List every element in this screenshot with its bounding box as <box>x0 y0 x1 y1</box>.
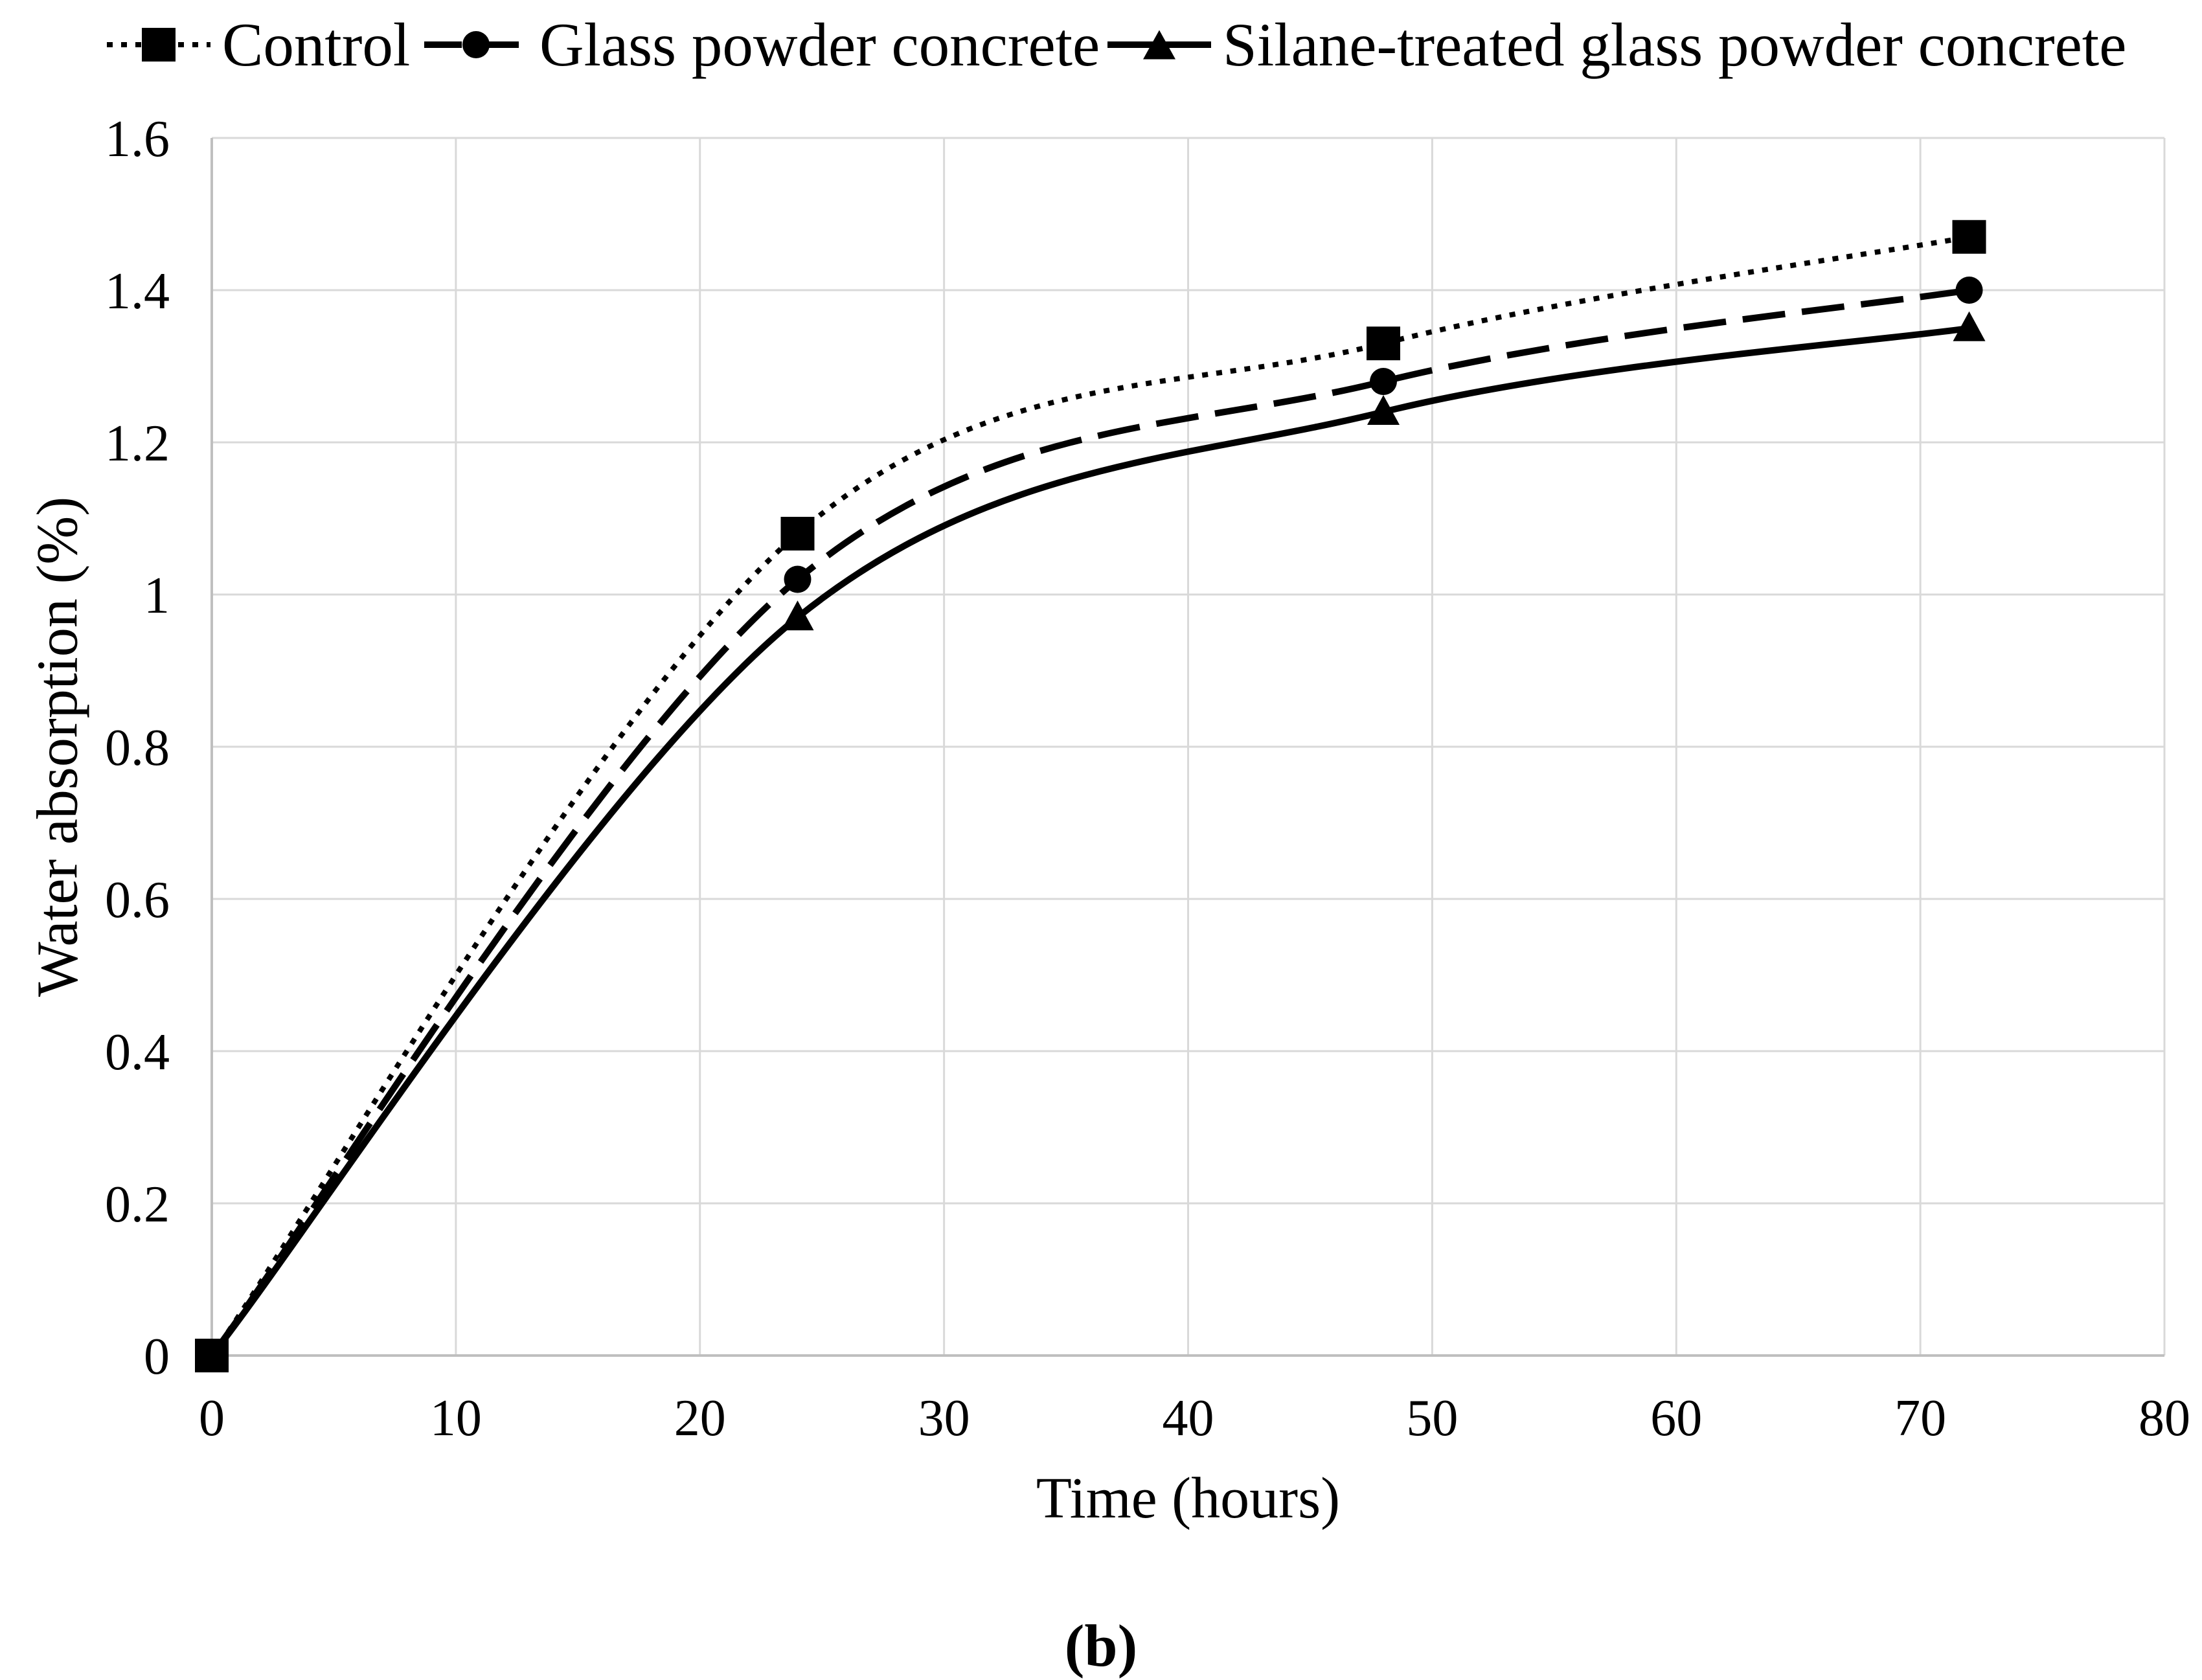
triangle-marker-48h <box>1367 395 1400 425</box>
series-lines-group <box>209 234 1970 1358</box>
y-tick-label-1: 1 <box>144 567 170 624</box>
y-tick-label-0.6: 0.6 <box>105 872 170 929</box>
x-tick-label-80: 80 <box>2139 1390 2190 1447</box>
x-tick-label-40: 40 <box>1163 1390 1214 1447</box>
circle-marker-24h <box>784 565 812 593</box>
square-marker-48h <box>1367 326 1400 361</box>
y-tick-label-1.6: 1.6 <box>105 111 170 168</box>
triangle-marker-24h <box>781 600 814 631</box>
legend-item-glass-powder-concrete: Glass powder concrete <box>424 3 1100 87</box>
triangle-marker-72h <box>1953 311 1986 341</box>
figure-caption: (b) <box>1064 1613 1138 1679</box>
series-markers-group <box>195 220 1986 1372</box>
series-line-solid <box>209 324 1970 1358</box>
x-axis-title: Time (hours) <box>1036 1466 1341 1530</box>
legend-item-silane-treated: Silane-treated glass powder concrete <box>1107 3 2126 87</box>
circle-marker-72h <box>1955 277 1983 304</box>
y-tick-label-1.2: 1.2 <box>105 415 170 472</box>
legend-label-control: Control <box>222 10 411 79</box>
x-tick-label-20: 20 <box>674 1390 726 1447</box>
x-tick-label-60: 60 <box>1650 1390 1702 1447</box>
y-tick-label-0.4: 0.4 <box>105 1024 170 1081</box>
series-line-dashed <box>209 287 1970 1358</box>
y-tick-label-0.8: 0.8 <box>105 720 170 777</box>
x-tick-label-70: 70 <box>1894 1390 1946 1447</box>
triangle-marker-icon <box>1143 30 1175 60</box>
circle-marker-icon <box>462 31 490 58</box>
legend-label-glass-powder-concrete: Glass powder concrete <box>539 10 1100 79</box>
series-line-dotted <box>209 234 1970 1357</box>
y-tick-label-0.2: 0.2 <box>105 1176 170 1233</box>
dashed-line-sample <box>424 31 528 58</box>
dotted-line-sample <box>107 28 210 62</box>
circle-marker-48h <box>1370 368 1397 395</box>
x-tick-label-30: 30 <box>918 1390 970 1447</box>
legend-item-control: Control <box>107 3 410 87</box>
square-marker-icon <box>142 28 176 62</box>
y-tick-label-1.4: 1.4 <box>105 263 170 320</box>
x-tick-label-0: 0 <box>199 1390 225 1447</box>
axes-group <box>210 138 2164 1366</box>
y-axis-title: Water absorption (%) <box>25 496 90 997</box>
square-marker-0h <box>195 1339 229 1372</box>
square-marker-72h <box>1952 220 1986 254</box>
gridlines-group <box>210 137 2166 1357</box>
chart-legend: Control Glass powder concrete Silane-tre… <box>0 3 2202 87</box>
x-tick-label-50: 50 <box>1406 1390 1458 1447</box>
tick-labels-group: 0 10 20 30 40 50 60 70 80 0 0.2 0.4 0.6 0.8 1 1.2 1.4 1.6 <box>105 111 2190 1447</box>
y-tick-label-0: 0 <box>144 1328 170 1385</box>
x-tick-label-10: 10 <box>430 1390 482 1447</box>
legend-label-silane-treated: Silane-treated glass powder concrete <box>1223 10 2127 79</box>
square-marker-24h <box>780 517 815 551</box>
solid-line-sample <box>1107 30 1211 60</box>
